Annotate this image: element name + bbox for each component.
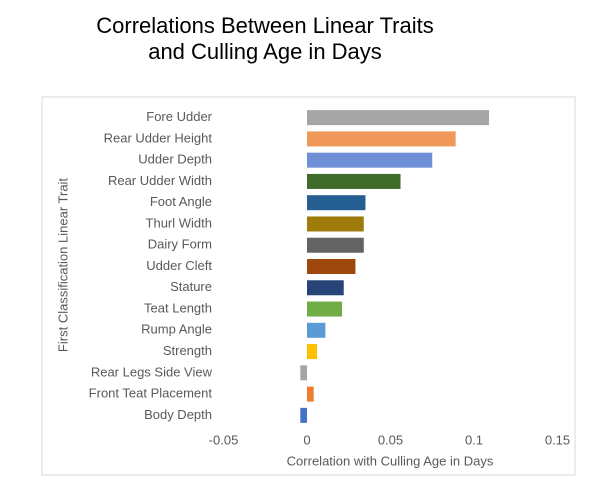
y-tick-label: Front Teat Placement	[89, 386, 213, 401]
bar	[307, 110, 490, 126]
y-tick-label: Fore Udder	[146, 109, 212, 124]
x-tick-label: 0.1	[465, 432, 483, 447]
y-tick-label: Dairy Form	[148, 237, 212, 252]
y-axis-label: First Classification Linear Trait	[55, 178, 70, 352]
x-tick-label: 0.05	[378, 432, 403, 447]
bar	[307, 152, 433, 168]
y-tick-label: Rear Udder Width	[108, 173, 212, 188]
y-tick-label: Teat Length	[144, 300, 212, 315]
bar	[307, 216, 364, 232]
bar	[300, 407, 307, 423]
chart-title: Correlations Between Linear Traits	[96, 13, 434, 38]
y-tick-label: Stature	[170, 279, 212, 294]
x-tick-label: 0	[303, 432, 310, 447]
x-tick-label: -0.05	[209, 432, 239, 447]
y-tick-label: Rear Legs Side View	[91, 364, 213, 379]
bar	[307, 344, 318, 360]
bar	[307, 301, 343, 317]
y-tick-label: Body Depth	[144, 407, 212, 422]
y-tick-label: Udder Cleft	[146, 258, 212, 273]
chart-title: and Culling Age in Days	[148, 39, 382, 64]
bar	[307, 237, 364, 253]
y-tick-label: Rear Udder Height	[104, 130, 213, 145]
bar	[307, 259, 356, 274]
bar	[307, 195, 366, 211]
y-tick-label: Thurl Width	[146, 215, 212, 230]
y-tick-label: Foot Angle	[150, 194, 212, 209]
bar	[307, 386, 314, 402]
x-axis-label: Correlation with Culling Age in Days	[287, 453, 494, 468]
bar	[307, 173, 401, 189]
bar	[307, 280, 344, 296]
y-tick-label: Rump Angle	[141, 322, 212, 337]
x-tick-label: 0.15	[545, 432, 570, 447]
bar	[307, 322, 326, 338]
bar	[300, 365, 307, 381]
y-tick-label: Strength	[163, 343, 212, 358]
y-tick-label: Udder Depth	[138, 152, 212, 167]
bar	[307, 131, 456, 147]
